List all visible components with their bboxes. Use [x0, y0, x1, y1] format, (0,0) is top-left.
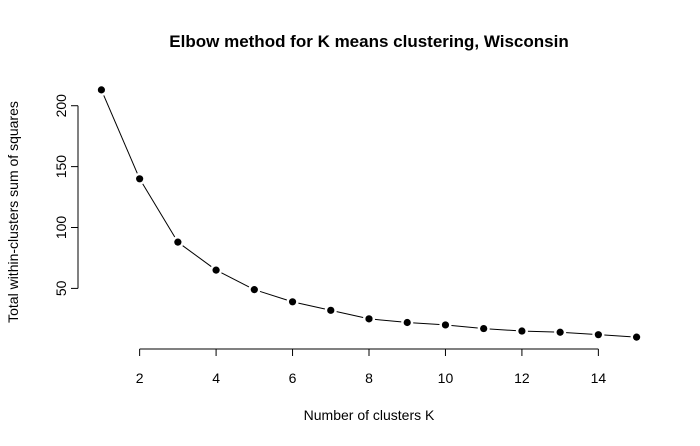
x-tick-label: 8 [365, 370, 373, 386]
series-line-segment [566, 332, 593, 335]
series-line-group [103, 95, 631, 338]
data-point [174, 238, 182, 246]
series-line-segment [413, 322, 440, 326]
y-tick-label: 200 [53, 94, 69, 118]
x-tick-label: 10 [438, 370, 454, 386]
y-tick-label: 100 [53, 216, 69, 240]
series-line-segment [221, 272, 250, 288]
series-line-segment [298, 302, 326, 310]
series-line-segment [336, 311, 364, 319]
series-line-segment [374, 318, 402, 323]
data-point [441, 321, 450, 329]
y-tick-label: 50 [53, 280, 69, 296]
x-tick-label: 12 [514, 370, 530, 386]
x-tick-label: 14 [591, 370, 607, 386]
data-point [365, 315, 373, 323]
x-tick-label: 4 [212, 370, 220, 386]
series-line-segment [182, 245, 212, 267]
y-tick-label: 150 [53, 155, 69, 179]
x-tick-label: 2 [136, 370, 144, 386]
data-point [97, 86, 106, 94]
x-axis-label: Number of clusters K [304, 407, 435, 423]
data-point [250, 286, 258, 294]
data-point [288, 298, 297, 306]
x-axis: 2 4 6 8 10 12 14 [136, 348, 607, 386]
series-line-segment [259, 290, 287, 301]
y-axis-label: Total within-clusters sum of squares [5, 101, 21, 323]
data-point [212, 266, 220, 274]
series-line-segment [103, 95, 138, 174]
series-line-segment [489, 328, 516, 332]
data-point [518, 327, 526, 335]
data-point [556, 328, 564, 336]
y-axis: 50 100 150 200 [53, 94, 79, 296]
series-line-segment [527, 330, 555, 333]
series-line-segment [604, 334, 631, 338]
data-point [136, 175, 144, 183]
data-point [594, 331, 602, 339]
data-points [97, 86, 641, 341]
data-point [632, 333, 641, 341]
data-point [403, 318, 411, 327]
x-tick-label: 6 [289, 370, 297, 386]
data-point [480, 324, 488, 333]
data-point [327, 306, 335, 314]
series-line-segment [451, 325, 478, 329]
series-line-segment [142, 183, 176, 238]
chart-title: Elbow method for K means clustering, Wis… [169, 32, 568, 51]
